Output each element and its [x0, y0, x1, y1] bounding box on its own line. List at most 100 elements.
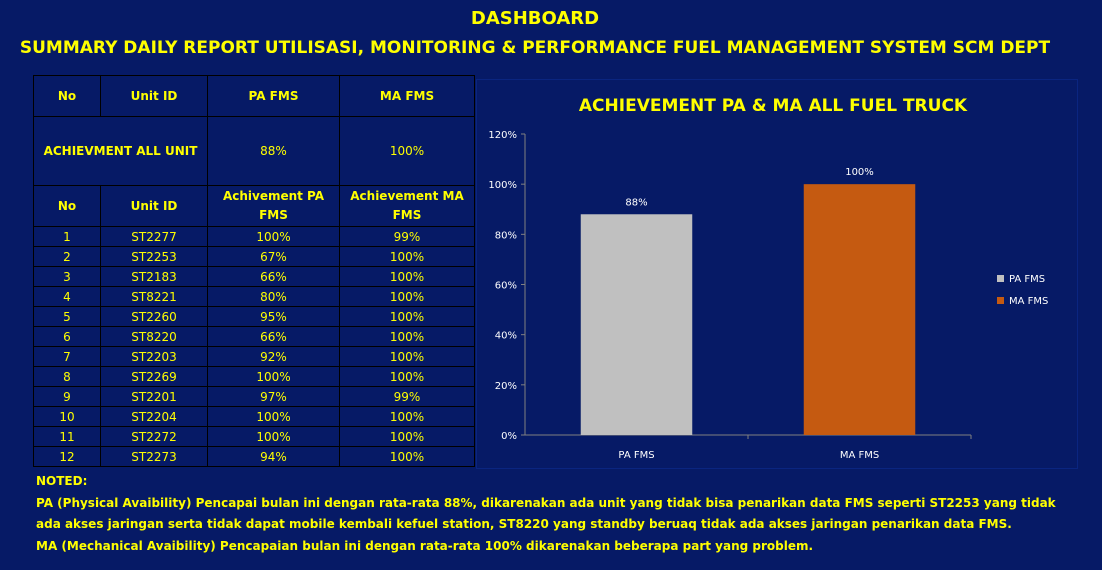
y-tick-label: 0%: [501, 431, 517, 442]
row-pa-value: 66%: [207, 326, 340, 347]
row-pa-value: 100%: [207, 366, 340, 387]
table-row: 7 ST2203 92% 100%: [33, 346, 475, 367]
table-row: 4 ST8221 80% 100%: [33, 286, 475, 307]
row-ma-value: 100%: [339, 286, 475, 307]
subheader-no: No: [33, 185, 101, 227]
unit-achievement-table: No Unit ID PA FMS MA FMS ACHIEVMENT ALL …: [33, 75, 475, 467]
row-unit-id: ST2269: [100, 366, 208, 387]
notes-line-3: MA (Mechanical Avaibility) Pencapaian bu…: [36, 538, 814, 553]
x-tick-label: PA FMS: [618, 450, 654, 461]
row-pa-value: 100%: [207, 426, 340, 447]
legend-swatch: [997, 297, 1004, 304]
y-tick-label: 60%: [495, 281, 517, 292]
table-subheader-row: No Unit ID Achivement PA FMS Achievement…: [33, 185, 475, 227]
row-unit-id: ST2273: [100, 446, 208, 467]
table-row: 12 ST2273 94% 100%: [33, 446, 475, 467]
row-pa-value: 67%: [207, 246, 340, 267]
row-ma-value: 100%: [339, 306, 475, 327]
row-no: 5: [33, 306, 101, 327]
summary-row: ACHIEVMENT ALL UNIT 88% 100%: [33, 116, 475, 186]
table-row: 10 ST2204 100% 100%: [33, 406, 475, 427]
row-unit-id: ST2183: [100, 266, 208, 287]
table-row: 6 ST8220 66% 100%: [33, 326, 475, 347]
achievement-chart-svg: ACHIEVEMENT PA & MA ALL FUEL TRUCK 0% 20% 4…: [488, 96, 1048, 461]
table-row: 9 ST2201 97% 99%: [33, 386, 475, 407]
row-no: 3: [33, 266, 101, 287]
row-unit-id: ST8220: [100, 326, 208, 347]
row-pa-value: 66%: [207, 266, 340, 287]
row-ma-value: 100%: [339, 246, 475, 267]
row-pa-value: 97%: [207, 386, 340, 407]
row-no: 12: [33, 446, 101, 467]
table-row: 5 ST2260 95% 100%: [33, 306, 475, 327]
y-tick-label: 20%: [495, 381, 517, 392]
row-unit-id: ST8221: [100, 286, 208, 307]
y-tick-label: 40%: [495, 331, 517, 342]
notes-line-2: ada akses jaringan serta tidak dapat mob…: [36, 517, 1012, 531]
subheader-achievement-pa: Achivement PA FMS: [207, 185, 340, 227]
bar-pa-fms: [580, 214, 693, 435]
row-pa-value: 92%: [207, 346, 340, 367]
data-label: 88%: [625, 197, 647, 208]
notes-heading: NOTED:: [36, 474, 88, 488]
row-no: 4: [33, 286, 101, 307]
row-no: 7: [33, 346, 101, 367]
row-no: 1: [33, 226, 101, 247]
table-row: 2 ST2253 67% 100%: [33, 246, 475, 267]
row-unit-id: ST2253: [100, 246, 208, 267]
row-no: 9: [33, 386, 101, 407]
data-label: 100%: [845, 167, 874, 178]
row-unit-id: ST2203: [100, 346, 208, 367]
header-no: No: [33, 75, 101, 117]
bar-ma-fms: [803, 184, 916, 435]
subheader-unit-id: Unit ID: [100, 185, 208, 227]
table-header-row: No Unit ID PA FMS MA FMS: [33, 75, 475, 117]
row-pa-value: 100%: [207, 406, 340, 427]
table-row: 11 ST2272 100% 100%: [33, 426, 475, 447]
row-ma-value: 100%: [339, 326, 475, 347]
row-ma-value: 100%: [339, 426, 475, 447]
row-no: 10: [33, 406, 101, 427]
y-tick-label: 80%: [495, 230, 517, 241]
y-tick-label: 100%: [488, 180, 517, 191]
row-ma-value: 100%: [339, 346, 475, 367]
y-tick-label: 120%: [488, 130, 517, 141]
legend-swatch: [997, 275, 1004, 282]
row-no: 6: [33, 326, 101, 347]
row-unit-id: ST2204: [100, 406, 208, 427]
header-ma-fms: MA FMS: [339, 75, 475, 117]
report-subtitle: SUMMARY DAILY REPORT UTILISASI, MONITORI…: [19, 38, 1051, 58]
legend-label: PA FMS: [1009, 274, 1045, 285]
x-tick-label: MA FMS: [840, 450, 879, 461]
row-ma-value: 100%: [339, 266, 475, 287]
row-ma-value: 100%: [339, 406, 475, 427]
table-row: 1 ST2277 100% 99%: [33, 226, 475, 247]
row-pa-value: 95%: [207, 306, 340, 327]
notes-line-1: PA (Physical Avaibility) Pencapai bulan …: [36, 495, 1056, 510]
summary-pa-value: 88%: [207, 116, 340, 186]
row-unit-id: ST2272: [100, 426, 208, 447]
table-row: 8 ST2269 100% 100%: [33, 366, 475, 387]
row-unit-id: ST2260: [100, 306, 208, 327]
summary-label: ACHIEVMENT ALL UNIT: [33, 116, 208, 186]
row-ma-value: 99%: [339, 226, 475, 247]
legend-label: MA FMS: [1009, 296, 1048, 307]
row-no: 11: [33, 426, 101, 447]
subheader-achievement-ma: Achievement MA FMS: [339, 185, 475, 227]
row-pa-value: 100%: [207, 226, 340, 247]
header-unit-id: Unit ID: [100, 75, 208, 117]
achievement-chart: ACHIEVEMENT PA & MA ALL FUEL TRUCK 0% 20% 4…: [476, 79, 1078, 469]
table-row: 3 ST2183 66% 100%: [33, 266, 475, 287]
row-ma-value: 99%: [339, 386, 475, 407]
row-pa-value: 80%: [207, 286, 340, 307]
header-pa-fms: PA FMS: [207, 75, 340, 117]
row-no: 2: [33, 246, 101, 267]
notes-section: NOTED: PA (Physical Avaibility) Pencapai…: [36, 471, 1056, 557]
row-ma-value: 100%: [339, 366, 475, 387]
dashboard-title: DASHBOARD: [470, 8, 600, 29]
row-ma-value: 100%: [339, 446, 475, 467]
row-unit-id: ST2201: [100, 386, 208, 407]
row-pa-value: 94%: [207, 446, 340, 467]
row-no: 8: [33, 366, 101, 387]
chart-title: ACHIEVEMENT PA & MA ALL FUEL TRUCK: [579, 96, 968, 116]
